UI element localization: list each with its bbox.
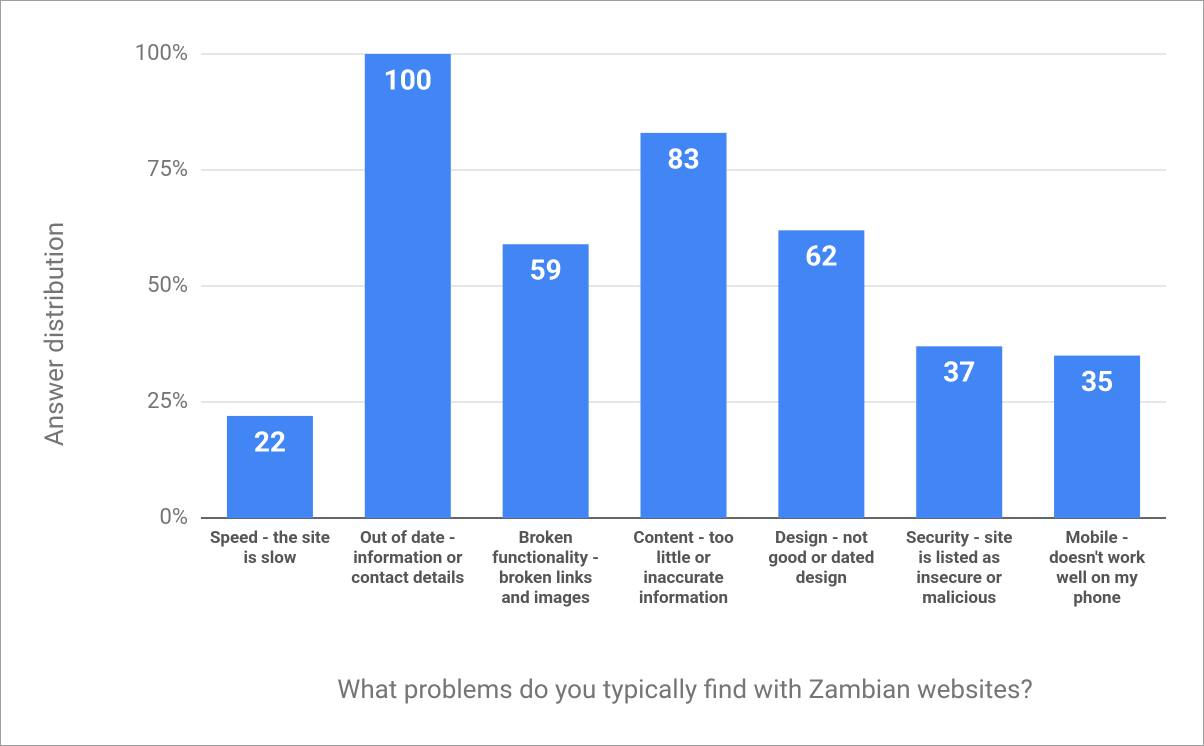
x-tick-label: Out of date - information or contact det… bbox=[351, 528, 465, 588]
x-tick-label: Design - not good or dated design bbox=[768, 528, 875, 588]
data-label: 35 bbox=[1081, 365, 1113, 398]
y-tick-label: 50% bbox=[147, 273, 188, 298]
bar bbox=[364, 54, 451, 518]
x-axis-title: What problems do you typically find with… bbox=[337, 675, 1032, 705]
bar bbox=[778, 230, 865, 518]
x-tick-label: Security - site is listed as insecure or… bbox=[906, 528, 1013, 608]
data-label: 62 bbox=[805, 240, 837, 273]
data-label: 22 bbox=[254, 425, 286, 458]
x-tick-label: Speed - the site is slow bbox=[209, 528, 330, 568]
data-label: 83 bbox=[667, 142, 699, 175]
bar bbox=[502, 244, 589, 519]
y-tick-label: 75% bbox=[147, 157, 188, 182]
y-tick-label: 0% bbox=[160, 505, 188, 530]
bar bbox=[640, 132, 727, 518]
bar bbox=[226, 415, 313, 518]
y-tick-label: 100% bbox=[135, 41, 188, 66]
bar bbox=[1054, 355, 1141, 518]
y-tick-label: 25% bbox=[147, 389, 188, 414]
data-label: 37 bbox=[943, 356, 975, 389]
data-label: 59 bbox=[530, 254, 562, 287]
data-label: 100 bbox=[384, 63, 432, 96]
bar bbox=[916, 346, 1003, 518]
y-axis-title: Answer distribution bbox=[40, 222, 70, 446]
x-tick-label: Content - too little or inaccurate infor… bbox=[633, 528, 734, 608]
x-tick-label: Broken functionality - broken links and … bbox=[492, 528, 599, 608]
x-tick-label: Mobile - doesn't work well on my phone bbox=[1049, 528, 1146, 608]
